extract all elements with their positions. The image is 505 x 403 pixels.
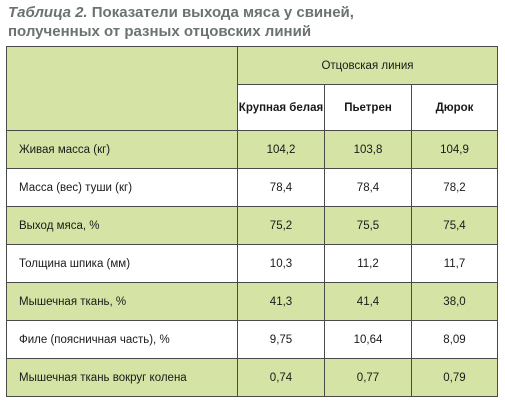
row-label: Мышечная ткань, % — [6, 282, 238, 321]
cell-value: 78,4 — [237, 168, 325, 207]
cell-value: 78,2 — [411, 168, 498, 207]
group-header: Отцовская линия — [237, 46, 498, 85]
cell-value: 9,75 — [237, 320, 325, 359]
table-row: Масса (вес) туши (кг) 78,4 78,4 78,2 — [6, 168, 498, 207]
row-label: Выход мяса, % — [6, 206, 238, 245]
table-row: Живая масса (кг) 104,2 103,8 104,9 — [6, 130, 498, 169]
cell-value: 103,8 — [324, 130, 412, 169]
title-line-1-rest: Показатели выхода мяса у свиней, — [87, 4, 354, 21]
row-label: Масса (вес) туши (кг) — [6, 168, 238, 207]
cell-value: 75,2 — [237, 206, 325, 245]
cell-value: 0,74 — [237, 358, 325, 397]
row-label: Толщина шпика (мм) — [6, 244, 238, 283]
meat-yield-table: Отцовская линия Крупная белая Пьетрен Дю… — [6, 46, 498, 397]
table-row: Выход мяса, % 75,2 75,5 75,4 — [6, 206, 498, 245]
title-lead: Таблица 2. — [8, 4, 88, 21]
cell-value: 0,79 — [411, 358, 498, 397]
column-header-duroc: Дюрок — [411, 84, 498, 131]
table-row: Мышечная ткань вокруг колена 0,74 0,77 0… — [6, 358, 498, 397]
table-row: Толщина шпика (мм) 10,3 11,2 11,7 — [6, 244, 498, 283]
header-empty-cell — [6, 46, 238, 131]
cell-value: 11,7 — [411, 244, 498, 283]
cell-value: 104,9 — [411, 130, 498, 169]
cell-value: 0,77 — [324, 358, 412, 397]
row-label: Филе (поясничная часть), % — [6, 320, 238, 359]
cell-value: 78,4 — [324, 168, 412, 207]
cell-value: 41,3 — [237, 282, 325, 321]
cell-value: 10,64 — [324, 320, 412, 359]
row-label: Живая масса (кг) — [6, 130, 238, 169]
table-row: Филе (поясничная часть), % 9,75 10,64 8,… — [6, 320, 498, 359]
cell-value: 41,4 — [324, 282, 412, 321]
table-title: Таблица 2. Показатели выхода мяса у свин… — [8, 3, 498, 41]
title-line-1: Таблица 2. Показатели выхода мяса у свин… — [8, 3, 498, 22]
cell-value: 75,5 — [324, 206, 412, 245]
cell-value: 38,0 — [411, 282, 498, 321]
cell-value: 75,4 — [411, 206, 498, 245]
title-line-2: полученных от разных отцовских линий — [8, 23, 312, 40]
cell-value: 104,2 — [237, 130, 325, 169]
column-header-pietrain: Пьетрен — [324, 84, 412, 131]
row-label: Мышечная ткань вокруг колена — [6, 358, 238, 397]
cell-value: 10,3 — [237, 244, 325, 283]
column-header-large-white: Крупная белая — [237, 84, 325, 131]
table-row: Мышечная ткань, % 41,3 41,4 38,0 — [6, 282, 498, 321]
cell-value: 8,09 — [411, 320, 498, 359]
cell-value: 11,2 — [324, 244, 412, 283]
